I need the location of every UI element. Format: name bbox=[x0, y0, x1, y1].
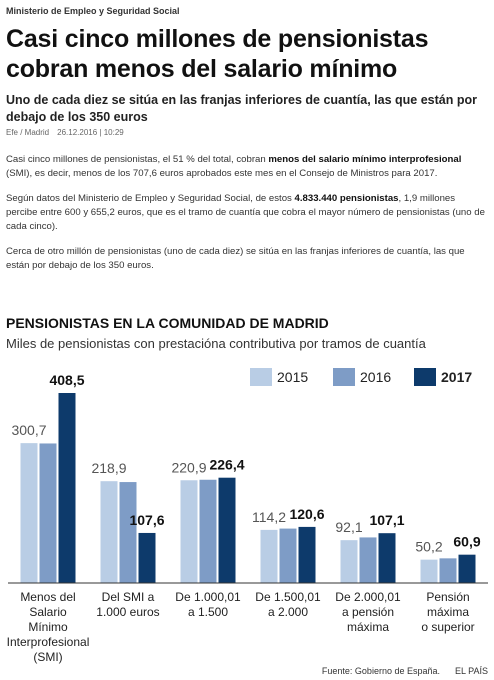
legend-label: 2016 bbox=[360, 369, 391, 385]
date: 26.12.2016 | 10:29 bbox=[57, 128, 124, 137]
value-label: 107,6 bbox=[129, 512, 164, 528]
kicker: Ministerio de Empleo y Seguridad Social bbox=[6, 6, 180, 16]
author: Efe / Madrid bbox=[6, 128, 50, 137]
value-label: 408,5 bbox=[49, 372, 84, 388]
x-tick-label: Pensión máxima o superior bbox=[421, 590, 474, 634]
body: Casi cinco millones de pensionistas, el … bbox=[6, 153, 486, 284]
bar bbox=[39, 443, 57, 583]
paragraph: Según datos del Ministerio de Empleo y S… bbox=[6, 192, 486, 234]
value-label: 226,4 bbox=[209, 457, 244, 473]
text: Según datos del Ministerio de Empleo y S… bbox=[6, 193, 295, 204]
x-tick-label: De 1.000,01 a 1.500 bbox=[175, 590, 241, 619]
bar bbox=[340, 540, 358, 583]
chart-subtitle: Miles de pensionistas con prestacióna co… bbox=[6, 336, 427, 351]
value-label: 107,1 bbox=[369, 512, 404, 528]
bar bbox=[119, 482, 137, 583]
bar bbox=[378, 533, 396, 583]
bar bbox=[458, 554, 476, 583]
subtitle: Uno de cada diez se sitúa en las franjas… bbox=[6, 93, 477, 124]
text: (SMI), es decir, menos de los 707,6 euro… bbox=[6, 168, 438, 179]
legend-swatch bbox=[333, 368, 355, 386]
bar bbox=[420, 559, 438, 583]
value-label: 218,9 bbox=[91, 460, 126, 476]
source: Fuente: Gobierno de España. bbox=[322, 666, 440, 676]
brand: EL PAÍS bbox=[455, 666, 488, 676]
x-tick-label: Menos del Salario Mínimo Interprofesional (S… bbox=[7, 590, 90, 664]
bar bbox=[58, 393, 76, 583]
chart: PENSIONISTAS EN LA COMUNIDAD DE MADRID M… bbox=[6, 315, 488, 676]
legend-label: 2017 bbox=[441, 369, 472, 385]
bar bbox=[199, 479, 217, 583]
bar bbox=[359, 537, 377, 583]
text: Cerca de otro millón de pensionistas (un… bbox=[6, 246, 465, 271]
text: Casi cinco millones de pensionistas, el … bbox=[6, 154, 269, 165]
paragraph: Casi cinco millones de pensionistas, el … bbox=[6, 153, 486, 181]
value-label: 114,2 bbox=[252, 509, 286, 525]
bold-text: menos del salario mínimo interprofesiona… bbox=[268, 154, 462, 165]
value-label: 300,7 bbox=[11, 422, 46, 438]
bar bbox=[298, 526, 316, 583]
value-label: 60,9 bbox=[453, 534, 480, 550]
bar bbox=[100, 481, 118, 583]
bar bbox=[138, 532, 156, 583]
text: , 1,9 millones percibe entre 600 y 655,2… bbox=[6, 193, 485, 232]
bar bbox=[279, 528, 297, 583]
value-label: 92,1 bbox=[335, 519, 362, 535]
bar bbox=[439, 558, 457, 583]
legend-swatch bbox=[414, 368, 436, 386]
byline: Efe / Madrid 26.12.2016 | 10:29 bbox=[6, 128, 486, 137]
x-tick-label: Del SMI a 1.000 euros bbox=[96, 590, 159, 619]
legend-label: 2015 bbox=[277, 369, 308, 385]
chart-title: PENSIONISTAS EN LA COMUNIDAD DE MADRID bbox=[6, 315, 329, 331]
bar bbox=[20, 443, 38, 583]
paragraph: Cerca de otro millón de pensionistas (un… bbox=[6, 245, 486, 273]
x-tick-label: De 2.000,01 a pensión máxima bbox=[335, 590, 401, 634]
value-label: 50,2 bbox=[415, 539, 442, 555]
bar bbox=[218, 477, 236, 583]
value-label: 120,6 bbox=[289, 506, 324, 522]
headline: Casi cinco millones de pensionistas cobr… bbox=[6, 25, 429, 83]
value-label: 220,9 bbox=[171, 459, 206, 475]
bar bbox=[260, 529, 278, 583]
bar bbox=[180, 480, 198, 583]
bold-text: 4.833.440 pensionistas bbox=[294, 193, 399, 204]
x-tick-label: De 1.500,01 a 2.000 bbox=[255, 590, 321, 619]
legend-swatch bbox=[250, 368, 272, 386]
